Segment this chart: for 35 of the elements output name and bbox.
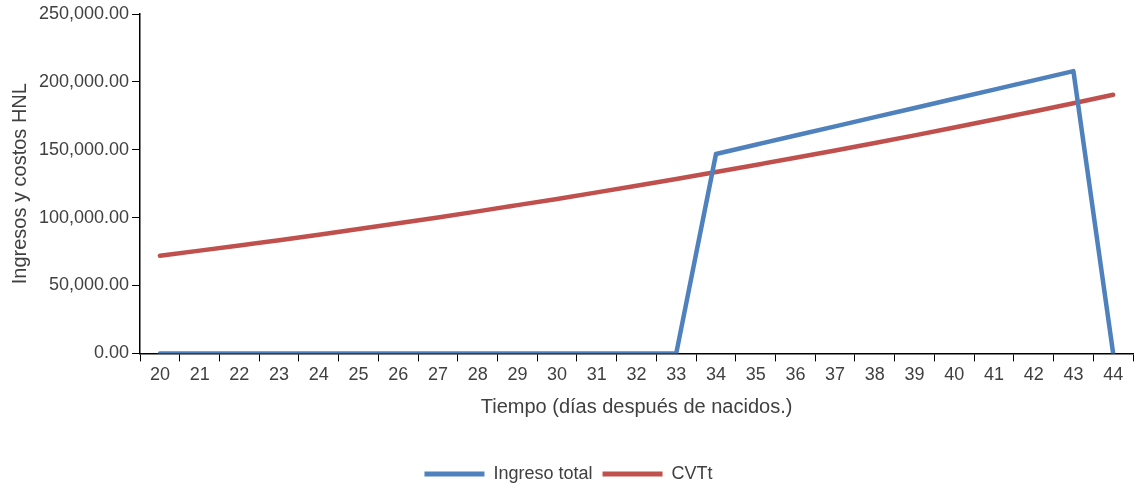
x-tick-label: 28 (467, 364, 488, 385)
x-tick-label: 31 (586, 364, 607, 385)
legend-label: Ingreso total (493, 462, 593, 483)
x-tick-label: 37 (825, 364, 846, 385)
x-tick-label: 41 (983, 364, 1005, 385)
x-tick-label: 34 (705, 364, 726, 385)
x-tick-label: 29 (507, 364, 528, 385)
x-tick-label: 36 (785, 364, 806, 385)
x-tick-label: 25 (348, 364, 369, 385)
y-axis-title: Ingresos y costos HNL (7, 83, 30, 285)
x-tick-label: 38 (864, 364, 885, 385)
y-tick-label: 100,000.00 (38, 206, 130, 227)
x-tick-label: 30 (547, 364, 568, 385)
x-tick-label: 26 (388, 364, 409, 385)
x-tick-label: 33 (666, 364, 687, 385)
x-tick-label: 21 (189, 364, 210, 385)
x-tick-label: 35 (745, 364, 766, 385)
y-tick-label: 150,000.00 (38, 138, 130, 159)
y-tick-label: 250,000.00 (38, 2, 130, 23)
x-tick-label: 32 (626, 364, 647, 385)
x-tick-label: 43 (1063, 364, 1084, 385)
y-tick-label: 0.00 (94, 342, 130, 363)
x-tick-label: 23 (269, 364, 290, 385)
x-tick-label: 22 (229, 364, 250, 385)
x-tick-label: 39 (904, 364, 925, 385)
x-tick-label: 27 (427, 364, 448, 385)
x-tick-label: 42 (1023, 364, 1044, 385)
x-tick-label: 20 (149, 364, 170, 385)
x-tick-label: 24 (308, 364, 329, 385)
y-tick-label: 50,000.00 (49, 274, 130, 295)
y-tick-label: 200,000.00 (38, 70, 130, 91)
x-axis-title: Tiempo (días después de nacidos.) (480, 394, 793, 417)
legend-label: CVTt (671, 462, 713, 483)
x-tick-label: 40 (944, 364, 965, 385)
x-tick-label: 44 (1103, 364, 1124, 385)
